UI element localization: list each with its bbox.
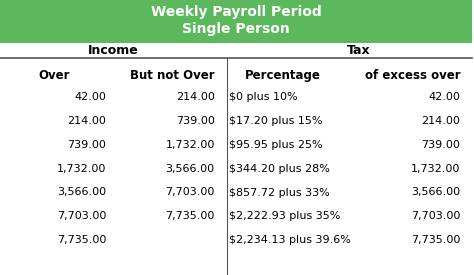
Text: $95.95 plus 25%: $95.95 plus 25% xyxy=(229,140,323,150)
Text: 3,566.00: 3,566.00 xyxy=(166,164,215,174)
Text: Over: Over xyxy=(38,69,70,82)
Text: 214.00: 214.00 xyxy=(421,116,460,126)
Text: 7,703.00: 7,703.00 xyxy=(411,211,460,221)
Text: 7,735.00: 7,735.00 xyxy=(411,235,460,245)
Text: 7,735.00: 7,735.00 xyxy=(57,235,106,245)
Text: 1,732.00: 1,732.00 xyxy=(411,164,460,174)
Text: Tax: Tax xyxy=(347,44,371,57)
Text: 3,566.00: 3,566.00 xyxy=(411,188,460,197)
Text: 42.00: 42.00 xyxy=(428,92,460,102)
Text: $2,234.13 plus 39.6%: $2,234.13 plus 39.6% xyxy=(229,235,351,245)
Text: 1,732.00: 1,732.00 xyxy=(57,164,106,174)
Text: $344.20 plus 28%: $344.20 plus 28% xyxy=(229,164,330,174)
Text: $0 plus 10%: $0 plus 10% xyxy=(229,92,298,102)
Text: 1,732.00: 1,732.00 xyxy=(165,140,215,150)
Text: 42.00: 42.00 xyxy=(74,92,106,102)
Text: 739.00: 739.00 xyxy=(176,116,215,126)
Text: 739.00: 739.00 xyxy=(421,140,460,150)
Text: 7,703.00: 7,703.00 xyxy=(57,211,106,221)
Text: $857.72 plus 33%: $857.72 plus 33% xyxy=(229,188,330,197)
Text: 214.00: 214.00 xyxy=(176,92,215,102)
Text: $2,222.93 plus 35%: $2,222.93 plus 35% xyxy=(229,211,340,221)
Text: Single Person: Single Person xyxy=(182,23,290,36)
Text: 3,566.00: 3,566.00 xyxy=(57,188,106,197)
Text: 7,703.00: 7,703.00 xyxy=(165,188,215,197)
Text: Income: Income xyxy=(88,44,139,57)
Text: $17.20 plus 15%: $17.20 plus 15% xyxy=(229,116,322,126)
Text: 214.00: 214.00 xyxy=(67,116,106,126)
Text: But not Over: But not Over xyxy=(130,69,215,82)
Text: Weekly Payroll Period: Weekly Payroll Period xyxy=(151,6,321,19)
Text: of excess over: of excess over xyxy=(365,69,461,82)
Text: 739.00: 739.00 xyxy=(67,140,106,150)
FancyBboxPatch shape xyxy=(0,0,472,43)
Text: 7,735.00: 7,735.00 xyxy=(165,211,215,221)
Text: Percentage: Percentage xyxy=(246,69,321,82)
